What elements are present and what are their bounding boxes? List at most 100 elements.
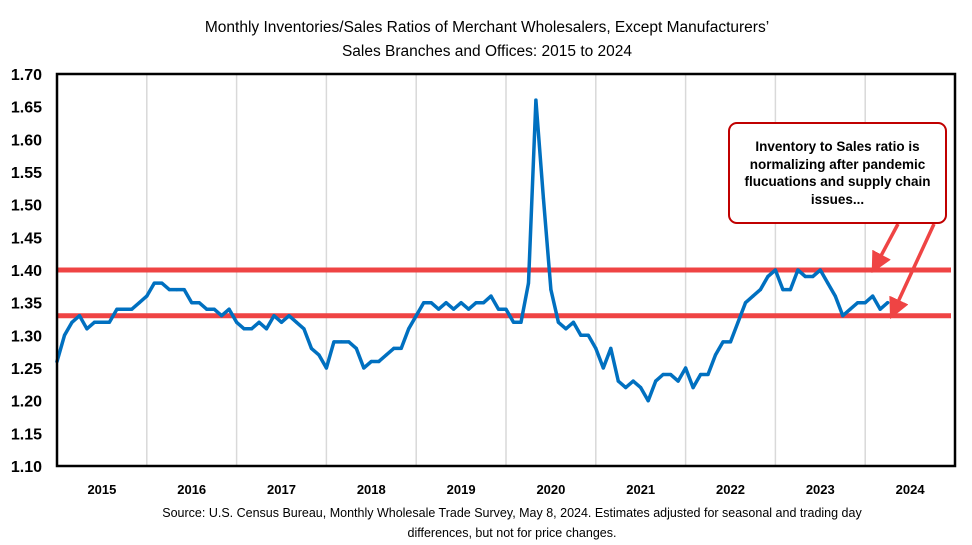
data-point [85, 327, 89, 331]
data-point [317, 353, 321, 357]
plot-frame [55, 72, 957, 468]
data-point [466, 307, 471, 311]
data-point [743, 301, 748, 305]
data-point [212, 307, 216, 311]
y-tick-label: 1.10 [11, 459, 42, 476]
data-point [886, 301, 890, 305]
data-point [175, 288, 179, 292]
data-point [399, 346, 403, 350]
data-point [601, 366, 605, 370]
data-point [631, 379, 635, 383]
data-point [871, 294, 875, 298]
annotation-arrow [871, 223, 900, 274]
x-tick-label: 2018 [357, 482, 386, 497]
x-tick-label: 2015 [87, 482, 116, 497]
data-point [324, 366, 328, 370]
y-tick-label: 1.25 [11, 361, 42, 378]
data-point [122, 307, 126, 311]
data-point [339, 340, 343, 344]
data-point [235, 320, 239, 324]
data-point [392, 346, 396, 350]
data-point [452, 307, 456, 311]
data-point [698, 372, 703, 377]
reference-lines [57, 267, 951, 319]
y-tick-label: 1.20 [11, 394, 42, 411]
data-point [190, 301, 194, 305]
x-tick-label: 2017 [267, 482, 296, 497]
data-point [526, 281, 531, 285]
y-tick-label: 1.55 [11, 165, 42, 182]
y-tick-label: 1.70 [11, 67, 42, 84]
x-tick-label: 2024 [896, 482, 926, 497]
data-point [751, 294, 755, 298]
data-point [272, 314, 276, 318]
data-point [796, 268, 800, 272]
source-note-line-2: differences, but not for price changes. [408, 526, 617, 540]
data-point [70, 320, 74, 324]
y-tick-label: 1.45 [11, 230, 42, 247]
data-point [773, 268, 778, 272]
data-point [496, 307, 501, 311]
data-point [541, 196, 546, 200]
data-point [414, 314, 418, 318]
data-point [145, 294, 149, 298]
data-point [62, 333, 67, 337]
data-point [728, 340, 733, 344]
data-point [669, 372, 673, 377]
data-point [721, 340, 725, 344]
data-point [152, 281, 156, 285]
data-point [616, 379, 620, 383]
data-point [556, 320, 560, 324]
data-point [220, 314, 224, 318]
series-line [55, 98, 890, 403]
data-point [257, 320, 261, 324]
data-point [77, 314, 82, 318]
data-point [519, 320, 523, 324]
data-point [758, 288, 763, 292]
x-tick-label: 2020 [536, 482, 565, 497]
data-point [100, 320, 104, 324]
data-point [137, 301, 141, 305]
data-point [609, 346, 613, 350]
data-point [354, 346, 358, 350]
data-point [347, 340, 351, 344]
y-tick-label: 1.50 [11, 198, 42, 215]
data-point [474, 301, 478, 305]
x-tick-label: 2023 [806, 482, 835, 497]
x-tick-label: 2021 [626, 482, 655, 497]
data-point [249, 327, 254, 331]
y-tick-label: 1.65 [11, 100, 42, 117]
data-point [294, 320, 299, 324]
data-point [362, 366, 366, 370]
annotation-arrow [889, 223, 936, 320]
data-point [826, 281, 830, 285]
y-tick-label: 1.60 [11, 132, 42, 149]
data-point [264, 327, 269, 331]
data-point [92, 320, 97, 324]
data-point [594, 346, 598, 350]
data-point [766, 274, 770, 279]
data-point [227, 307, 231, 311]
data-point [481, 301, 486, 305]
data-point [713, 353, 718, 357]
data-point [571, 320, 575, 324]
data-point [182, 288, 186, 292]
data-point [624, 386, 628, 390]
data-point [302, 327, 306, 331]
data-point [863, 301, 867, 305]
data-point [534, 98, 538, 102]
data-point [833, 294, 837, 298]
data-point [684, 366, 688, 370]
data-point [332, 340, 336, 344]
x-tick-label: 2019 [447, 482, 476, 497]
data-point [384, 353, 388, 357]
data-point [639, 386, 643, 390]
y-tick-label: 1.35 [11, 296, 42, 313]
data-point [489, 294, 493, 298]
data-point [437, 307, 441, 311]
data-point [736, 320, 740, 324]
chart-title-line-1: Monthly Inventories/Sales Ratios of Merc… [205, 19, 769, 36]
data-point [197, 301, 201, 305]
data-point [811, 274, 815, 279]
